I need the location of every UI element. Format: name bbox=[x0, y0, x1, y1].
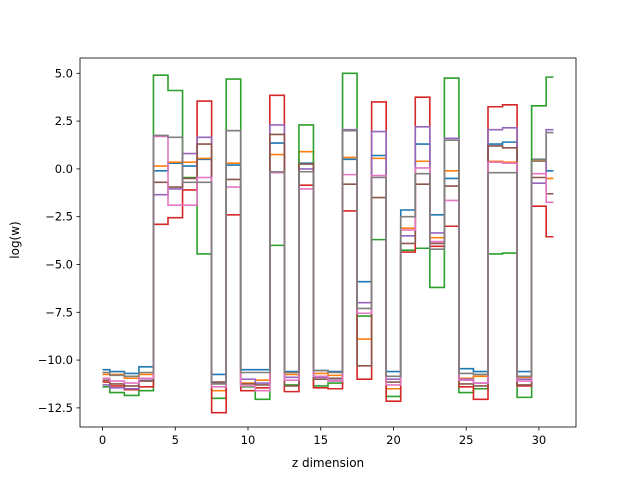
series-line-3 bbox=[102, 94, 554, 414]
x-tick-label: 5 bbox=[172, 433, 179, 447]
y-tick-label: −12.5 bbox=[38, 401, 73, 415]
x-tick-label: 30 bbox=[532, 433, 547, 447]
plot-frame bbox=[79, 57, 577, 428]
y-tick-label: 2.5 bbox=[55, 114, 73, 128]
x-tick-label: 0 bbox=[99, 433, 106, 447]
axes-layer: 0 5 10 15 20 25 30 5.0 2.5 0.0 −2.5 −5.0 −7.5 −10.0 −1… bbox=[38, 57, 577, 447]
series-line-6 bbox=[102, 135, 554, 392]
series-line-2 bbox=[102, 72, 554, 401]
x-tick-label: 25 bbox=[459, 433, 474, 447]
series-line-1 bbox=[102, 150, 554, 392]
y-axis-label: log(w) bbox=[8, 221, 22, 258]
y-tick-label: −7.5 bbox=[45, 305, 73, 319]
x-tick-label: 20 bbox=[386, 433, 401, 447]
series-layer bbox=[102, 72, 554, 414]
y-tick-label: 0.0 bbox=[55, 162, 73, 176]
x-axis-label: z dimension bbox=[292, 456, 364, 470]
series-line-7 bbox=[102, 129, 554, 385]
y-tick-label: −2.5 bbox=[45, 210, 73, 224]
x-tick-label: 10 bbox=[241, 433, 256, 447]
y-tick-label: −5.0 bbox=[45, 257, 73, 271]
y-tick-label: −10.0 bbox=[38, 353, 73, 367]
y-tick-label: 5.0 bbox=[55, 66, 73, 80]
x-tick-label: 15 bbox=[313, 433, 328, 447]
